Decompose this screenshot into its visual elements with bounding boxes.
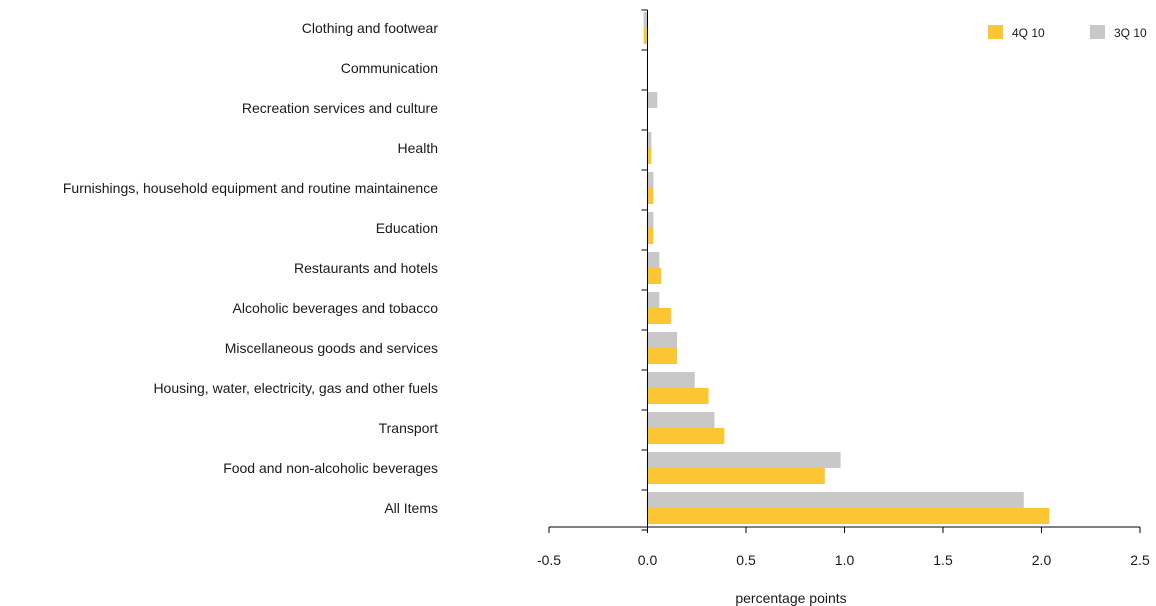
bar-3q-10 [647, 412, 715, 428]
axes [548, 9, 1141, 533]
bar-4q-10 [647, 228, 654, 244]
bar-3q-10 [647, 452, 841, 468]
category-label: Health [398, 140, 438, 156]
category-labels: Clothing and footwear Communication Recrea… [63, 20, 438, 516]
bar-4q-10 [647, 348, 678, 364]
category-label: Education [376, 220, 438, 236]
x-tick-label: 1.5 [933, 552, 953, 568]
bar-3q-10 [647, 332, 678, 348]
bar-4q-10 [647, 268, 662, 284]
bar-3q-10 [647, 172, 654, 188]
bar-4q-10 [647, 308, 672, 324]
bar-3q-10 [647, 372, 695, 388]
bar-3q-10 [647, 292, 660, 308]
bar-3q-10 [647, 92, 658, 108]
x-tick-label: 0.5 [736, 552, 756, 568]
category-label: Transport [379, 420, 439, 436]
bar-4q-10 [647, 468, 825, 484]
legend-label: 4Q 10 [1012, 26, 1045, 40]
bar-layer [643, 12, 1050, 524]
x-tick-label: 2.5 [1130, 552, 1150, 568]
category-label: Recreation services and culture [242, 100, 438, 116]
x-tick-label: -0.5 [537, 552, 561, 568]
bar-4q-10 [647, 508, 1050, 524]
bar-3q-10 [647, 492, 1024, 508]
bar-3q-10 [647, 132, 652, 148]
category-label: Food and non-alcoholic beverages [223, 460, 438, 476]
legend: 4Q 10 3Q 10 [988, 25, 1147, 40]
x-axis-label: percentage points [735, 590, 846, 606]
category-label: Furnishings, household equipment and rou… [63, 180, 438, 196]
category-label: Restaurants and hotels [294, 260, 438, 276]
bar-3q-10 [643, 12, 648, 28]
bar-3q-10 [647, 212, 654, 228]
legend-label: 3Q 10 [1114, 26, 1147, 40]
category-label: All Items [384, 500, 438, 516]
category-label: Housing, water, electricity, gas and oth… [153, 380, 438, 396]
legend-swatch [988, 25, 1003, 39]
bar-4q-10 [647, 148, 652, 164]
bar-4q-10 [647, 188, 654, 204]
bar-3q-10 [647, 252, 660, 268]
category-label: Clothing and footwear [302, 20, 439, 36]
x-tick-label: 1.0 [835, 552, 855, 568]
bar-4q-10 [647, 388, 709, 404]
category-label: Communication [341, 60, 438, 76]
category-label: Miscellaneous goods and services [225, 340, 438, 356]
category-label: Alcoholic beverages and tobacco [233, 300, 439, 316]
x-tick-label: 2.0 [1032, 552, 1052, 568]
bar-4q-10 [647, 428, 725, 444]
legend-swatch [1090, 25, 1105, 39]
x-tick-label: 0.0 [638, 552, 658, 568]
bar-4q-10 [643, 28, 648, 44]
x-tick-labels: -0.5 0.0 0.5 1.0 1.5 2.0 2.5 [537, 552, 1150, 568]
